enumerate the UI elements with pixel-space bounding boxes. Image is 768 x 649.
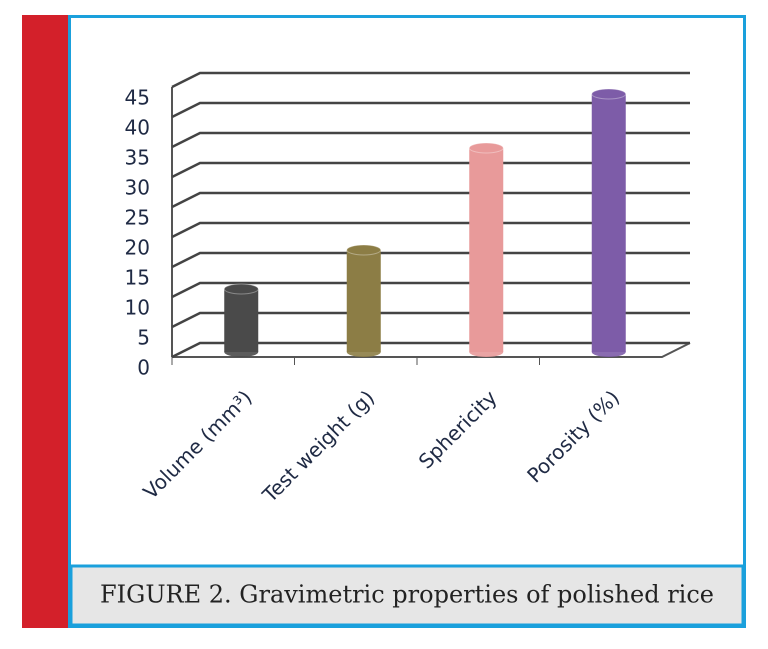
caption-box: [69, 564, 745, 627]
grid-line: [171, 251, 690, 269]
cylinder-top: [346, 244, 382, 256]
cylinder-top: [591, 88, 627, 100]
grid-line: [171, 311, 690, 329]
y-tick-label: 10: [125, 296, 150, 320]
grid-line: [171, 191, 690, 209]
y-tick-label: 30: [125, 176, 150, 200]
y-tick-label: 15: [125, 266, 150, 290]
grid-line: [171, 281, 690, 299]
grid-line: [171, 161, 690, 179]
bar: [224, 289, 259, 352]
cylinder-top: [223, 283, 259, 295]
bar: [346, 250, 381, 352]
figure-frame: [68, 15, 746, 628]
grid-line: [171, 131, 690, 149]
y-tick-label: 40: [125, 116, 150, 140]
grid-line: [171, 101, 690, 119]
y-tick-label: 25: [125, 206, 150, 230]
y-tick-label: 20: [125, 236, 150, 260]
y-tick-label: 35: [125, 146, 150, 170]
grid-line: [171, 71, 690, 89]
y-tick-label: 0: [137, 356, 150, 380]
bar: [591, 94, 626, 352]
grid-line: [171, 221, 690, 239]
y-tick-label: 5: [137, 326, 150, 350]
cylinder-top: [468, 142, 504, 154]
y-tick-label: 45: [125, 86, 150, 110]
side-band: [22, 15, 68, 628]
floor: [172, 342, 691, 358]
caption: FIGURE 2. Gravimetric properties of poli…: [100, 581, 714, 609]
bar: [469, 148, 504, 352]
grid-line: [171, 341, 690, 359]
